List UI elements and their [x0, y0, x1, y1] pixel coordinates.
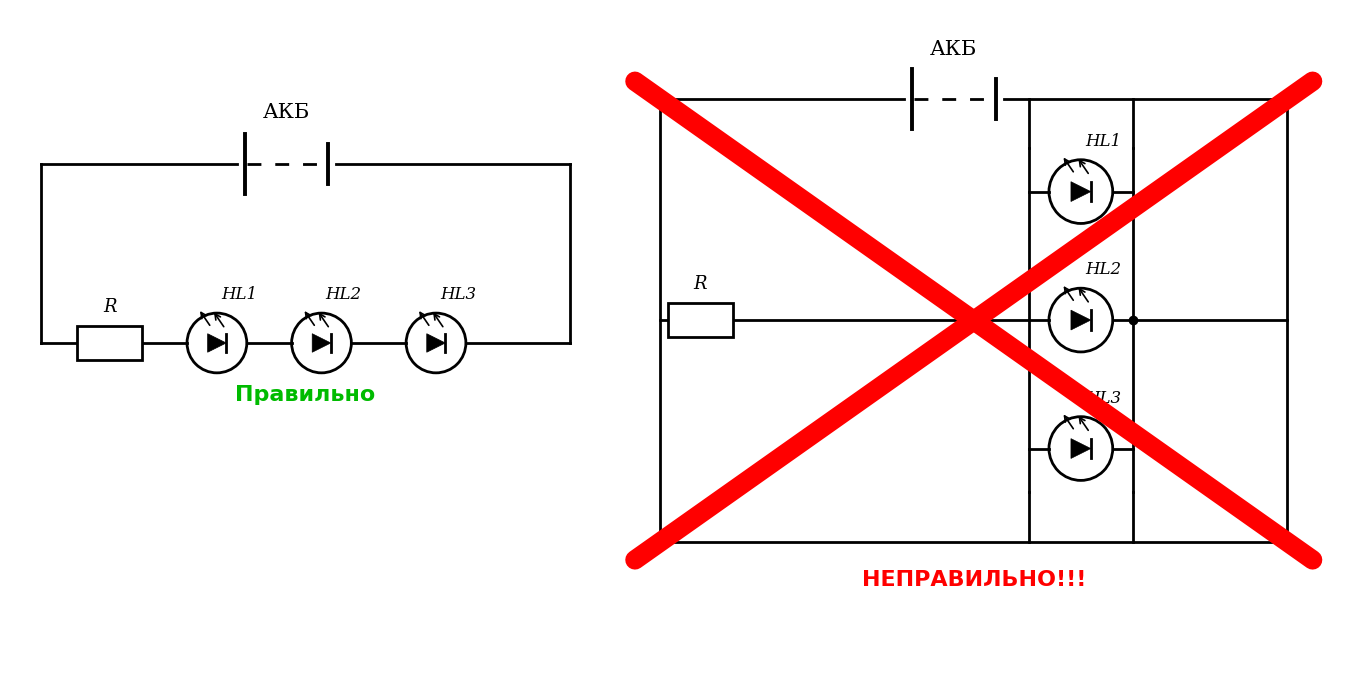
Text: АКБ: АКБ — [263, 103, 310, 122]
Polygon shape — [1071, 182, 1090, 201]
Text: АКБ: АКБ — [930, 40, 978, 59]
Polygon shape — [312, 334, 331, 352]
Text: Правильно: Правильно — [235, 385, 376, 404]
Polygon shape — [1071, 439, 1090, 458]
Text: HL3: HL3 — [1085, 390, 1120, 406]
Polygon shape — [1071, 310, 1090, 330]
Text: HL1: HL1 — [1085, 133, 1120, 150]
FancyBboxPatch shape — [668, 303, 733, 337]
Text: R: R — [103, 298, 117, 316]
Text: HL2: HL2 — [1085, 261, 1120, 278]
Text: НЕПРАВИЛЬНО!!!: НЕПРАВИЛЬНО!!! — [861, 570, 1086, 590]
Text: HL3: HL3 — [440, 286, 477, 303]
Text: HL1: HL1 — [221, 286, 257, 303]
Text: R: R — [694, 275, 708, 293]
Text: HL2: HL2 — [326, 286, 361, 303]
Polygon shape — [426, 334, 445, 352]
Polygon shape — [208, 334, 227, 352]
FancyBboxPatch shape — [77, 326, 143, 360]
